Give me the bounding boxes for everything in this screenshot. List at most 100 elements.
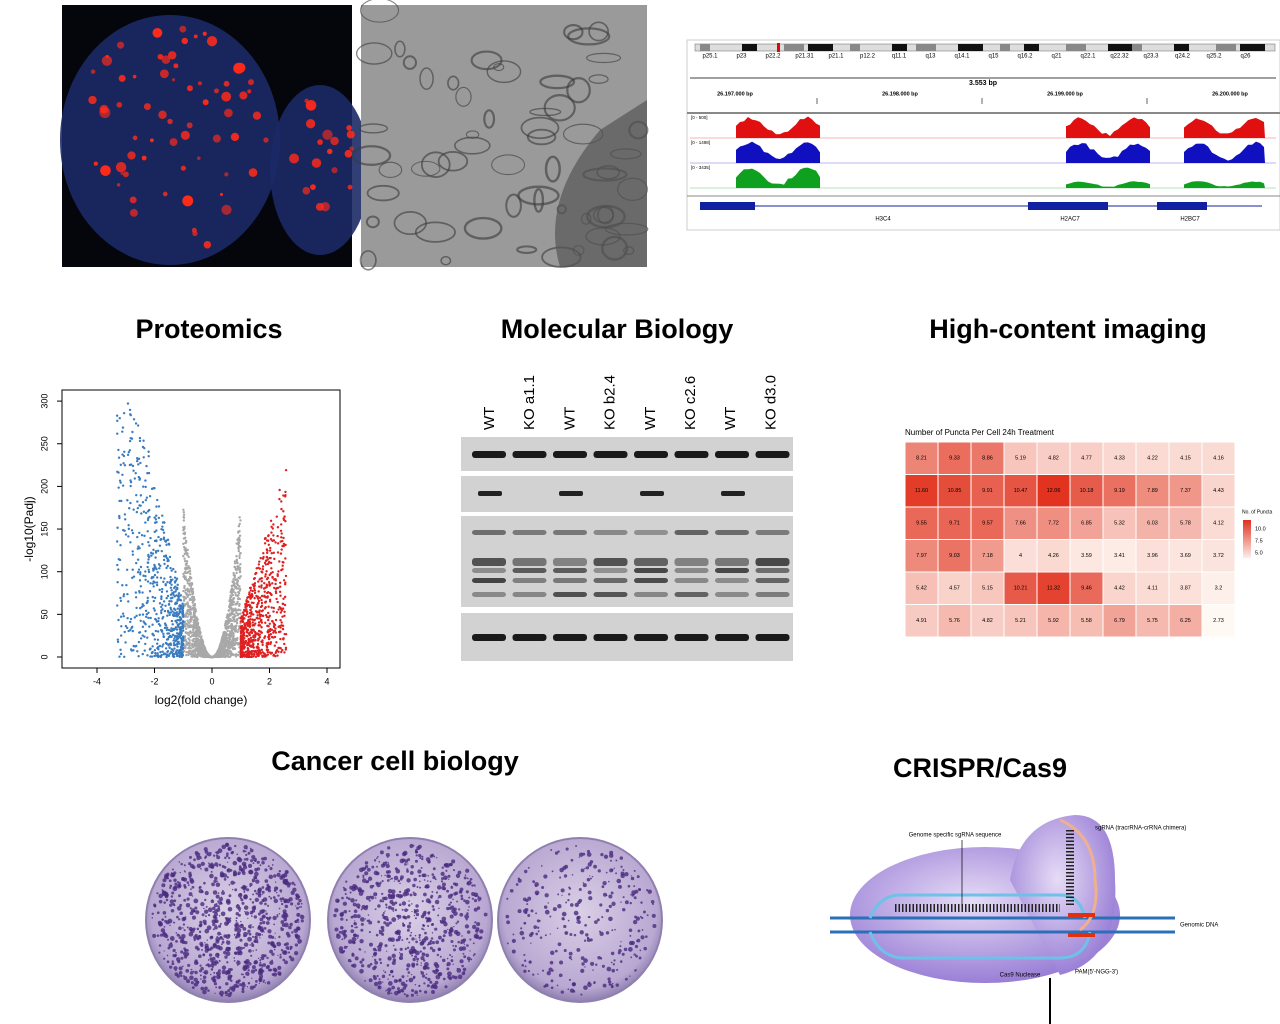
colony: [239, 893, 243, 896]
pt: [138, 478, 141, 481]
colony: [476, 922, 481, 927]
pt: [247, 655, 250, 659]
colony: [404, 908, 408, 912]
colony: [244, 960, 249, 965]
colony: [412, 975, 416, 979]
colony: [188, 862, 192, 866]
pt: [284, 557, 287, 560]
pt: [241, 611, 245, 614]
pt: [182, 515, 185, 519]
colony: [433, 875, 436, 878]
organelle: [586, 52, 622, 64]
pt: [233, 565, 237, 569]
colony: [351, 915, 354, 918]
pt: [161, 608, 164, 611]
pt: [147, 540, 150, 544]
pt: [172, 639, 175, 642]
cell: [1036, 604, 1071, 638]
pt: [269, 519, 273, 523]
pt: [248, 605, 252, 609]
colony: [261, 969, 265, 973]
colony: [227, 906, 233, 912]
pt: [124, 533, 128, 536]
pt: [249, 608, 252, 612]
band: [634, 558, 668, 566]
focus: [248, 168, 258, 177]
pt: [182, 519, 186, 522]
colony: [461, 964, 464, 968]
pt: [269, 592, 273, 596]
colony: [448, 976, 453, 981]
colony: [414, 955, 418, 959]
pt: [147, 570, 151, 574]
pt: [268, 622, 271, 626]
colony: [225, 994, 227, 997]
organelle: [358, 123, 389, 134]
colony: [409, 893, 413, 897]
colony: [387, 991, 391, 995]
pt: [192, 637, 195, 641]
pt: [267, 561, 271, 564]
colony: [355, 899, 358, 902]
colony: [247, 929, 251, 933]
pt: [165, 566, 168, 570]
pt: [275, 611, 279, 614]
colony: [362, 874, 365, 877]
pt: [159, 576, 163, 579]
colony: [385, 906, 388, 909]
focus: [180, 165, 186, 171]
colony: [527, 866, 530, 869]
colony: [265, 965, 270, 970]
pt: [128, 628, 132, 632]
pt: [280, 532, 283, 535]
pt: [270, 635, 274, 639]
cell-value: 4.82: [1048, 455, 1059, 461]
pt: [272, 610, 275, 613]
organelle: [365, 215, 380, 229]
colony: [217, 905, 220, 908]
pt: [239, 608, 242, 612]
pt: [284, 468, 288, 472]
colony: [176, 883, 182, 889]
pt: [279, 647, 282, 650]
band: [634, 568, 668, 573]
pt: [207, 653, 210, 656]
colony: [195, 910, 200, 915]
colony: [196, 947, 200, 951]
colony: [264, 982, 267, 984]
pt: [173, 647, 176, 650]
pt: [267, 625, 270, 628]
colony: [374, 908, 377, 911]
colony: [254, 876, 258, 880]
pt: [119, 652, 123, 656]
pt: [284, 574, 288, 578]
colony: [242, 926, 247, 931]
colony: [576, 947, 581, 952]
colony: [261, 953, 265, 958]
organelle: [517, 185, 560, 206]
colony: [171, 868, 174, 871]
colony: [196, 863, 202, 869]
colony: [410, 931, 413, 934]
organelle: [394, 40, 406, 58]
pt: [147, 616, 150, 620]
pt: [191, 591, 194, 594]
colony: [255, 892, 258, 895]
pt: [128, 408, 132, 412]
colony: [451, 859, 456, 864]
colony: [227, 856, 231, 860]
band: [593, 530, 628, 535]
focus: [191, 227, 197, 233]
pt: [169, 586, 173, 590]
colony: [422, 965, 427, 970]
colony: [391, 985, 395, 990]
ideogram-band: [784, 44, 804, 51]
colony: [385, 903, 388, 907]
colony: [256, 941, 259, 944]
colony: [210, 963, 215, 968]
colony: [415, 940, 418, 944]
pt: [132, 418, 136, 421]
pt: [145, 613, 149, 616]
pt: [242, 645, 245, 648]
colony: [226, 941, 228, 943]
